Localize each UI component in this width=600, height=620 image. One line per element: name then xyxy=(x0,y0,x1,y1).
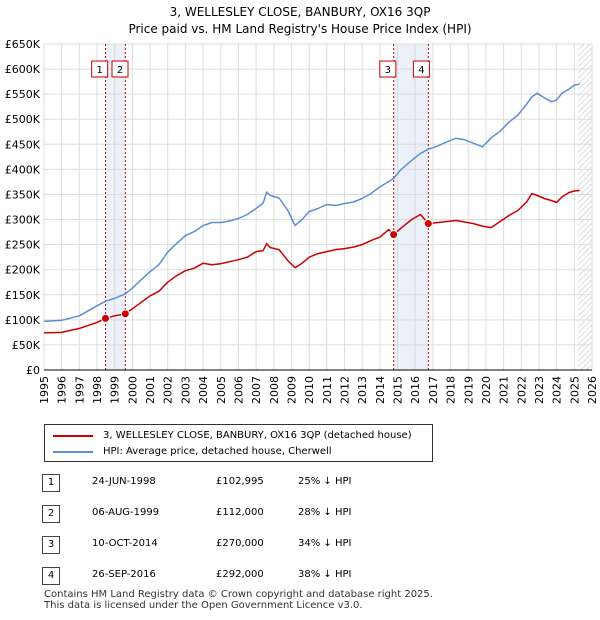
legend-swatch-hpi xyxy=(53,451,93,453)
transaction-price: £112,000 xyxy=(216,507,264,518)
x-tick-label: 2006 xyxy=(232,376,245,404)
sale-period-shading xyxy=(105,44,126,370)
plot-background xyxy=(44,44,592,370)
sale-point xyxy=(389,230,399,240)
transaction-number-badge: 1 xyxy=(42,474,60,492)
x-tick-label: 2011 xyxy=(321,376,334,404)
x-tick-label: 1995 xyxy=(38,376,51,404)
y-tick-label: £400K xyxy=(5,163,41,176)
forecast-hatch xyxy=(577,44,592,370)
transaction-hpi-diff: 38% ↓ HPI xyxy=(298,569,352,580)
transaction-price: £102,995 xyxy=(216,476,264,487)
x-tick-label: 2023 xyxy=(533,376,546,404)
y-tick-label: £650K xyxy=(5,38,41,51)
transaction-price: £270,000 xyxy=(216,538,264,549)
sale-label-number: 2 xyxy=(117,65,123,76)
x-tick-label: 2021 xyxy=(498,376,511,404)
y-tick-label: £200K xyxy=(5,264,41,277)
data-source-footer: Contains HM Land Registry data © Crown c… xyxy=(44,589,433,611)
x-tick-label: 2014 xyxy=(374,376,387,404)
x-tick-label: 2001 xyxy=(144,376,157,404)
y-tick-label: £100K xyxy=(5,314,41,327)
x-tick-label: 2003 xyxy=(179,376,192,404)
transaction-price: £292,000 xyxy=(216,569,264,580)
transaction-hpi-diff: 25% ↓ HPI xyxy=(298,476,352,487)
legend-swatch-property xyxy=(53,435,93,437)
chart-subtitle: Price paid vs. HM Land Registry's House … xyxy=(128,22,471,36)
y-tick-label: £250K xyxy=(5,239,41,252)
chart-legend: 3, WELLESLEY CLOSE, BANBURY, OX16 3QP (d… xyxy=(44,424,433,462)
sale-label-box xyxy=(379,60,397,78)
y-tick-label: £600K xyxy=(5,63,41,76)
x-tick-label: 2019 xyxy=(462,376,475,404)
x-tick-label: 2026 xyxy=(586,376,599,404)
sale-point xyxy=(101,313,111,323)
x-tick-label: 2020 xyxy=(480,376,493,404)
sale-label-number: 4 xyxy=(418,65,424,76)
x-tick-label: 2007 xyxy=(250,376,263,404)
series-line-hpi xyxy=(43,83,580,323)
x-tick-label: 2024 xyxy=(551,376,564,404)
price-chart: 3, WELLESLEY CLOSE, BANBURY, OX16 3QP Pr… xyxy=(5,5,599,404)
transaction-date: 26-SEP-2016 xyxy=(92,569,156,580)
y-tick-label: £550K xyxy=(5,88,41,101)
transaction-date: 24-JUN-1998 xyxy=(92,476,156,487)
sale-label-box xyxy=(91,60,109,78)
x-tick-label: 2000 xyxy=(126,376,139,404)
y-tick-label: £350K xyxy=(5,188,41,201)
x-tick-label: 2012 xyxy=(339,376,352,404)
chart-title: 3, WELLESLEY CLOSE, BANBURY, OX16 3QP xyxy=(170,5,431,19)
y-tick-label: £500K xyxy=(5,113,41,126)
transaction-number-badge: 2 xyxy=(42,505,60,523)
x-tick-label: 2025 xyxy=(568,376,581,404)
y-tick-label: £450K xyxy=(5,138,41,151)
footer-copyright: Contains HM Land Registry data © Crown c… xyxy=(44,589,433,600)
sale-label-box xyxy=(412,60,430,78)
x-tick-label: 2016 xyxy=(409,376,422,404)
sale-point xyxy=(423,219,433,229)
transaction-hpi-diff: 28% ↓ HPI xyxy=(298,507,352,518)
x-tick-label: 2002 xyxy=(162,376,175,404)
transaction-hpi-diff: 34% ↓ HPI xyxy=(298,538,352,549)
x-tick-label: 1999 xyxy=(109,376,122,404)
x-tick-label: 2018 xyxy=(445,376,458,404)
x-tick-label: 2008 xyxy=(268,376,281,404)
y-tick-label: £150K xyxy=(5,289,41,302)
transaction-date: 06-AUG-1999 xyxy=(92,507,160,518)
x-tick-label: 2004 xyxy=(197,376,210,404)
sale-point xyxy=(120,309,130,319)
transaction-number-badge: 4 xyxy=(42,567,60,585)
transaction-number-badge: 3 xyxy=(42,536,60,554)
x-tick-label: 2009 xyxy=(285,376,298,404)
x-tick-label: 2015 xyxy=(392,376,405,404)
y-tick-label: £0 xyxy=(26,364,40,377)
x-tick-label: 2005 xyxy=(215,376,228,404)
y-tick-label: £300K xyxy=(5,214,41,227)
legend-label-property: 3, WELLESLEY CLOSE, BANBURY, OX16 3QP (d… xyxy=(103,430,412,441)
x-tick-label: 2017 xyxy=(427,376,440,404)
x-tick-label: 1996 xyxy=(56,376,69,404)
x-tick-label: 1998 xyxy=(91,376,104,404)
x-tick-label: 1997 xyxy=(73,376,86,404)
legend-label-hpi: HPI: Average price, detached house, Cher… xyxy=(103,446,332,457)
x-tick-label: 2013 xyxy=(356,376,369,404)
sale-label-number: 1 xyxy=(96,65,102,76)
transaction-date: 10-OCT-2014 xyxy=(92,538,158,549)
sale-label-number: 3 xyxy=(385,65,391,76)
footer-licence: This data is licensed under the Open Gov… xyxy=(44,600,363,611)
x-tick-label: 2022 xyxy=(515,376,528,404)
series-line-property xyxy=(43,189,580,334)
y-tick-label: £50K xyxy=(12,339,41,352)
sale-period-shading xyxy=(393,44,429,370)
sale-label-box xyxy=(111,60,129,78)
x-tick-label: 2010 xyxy=(303,376,316,404)
